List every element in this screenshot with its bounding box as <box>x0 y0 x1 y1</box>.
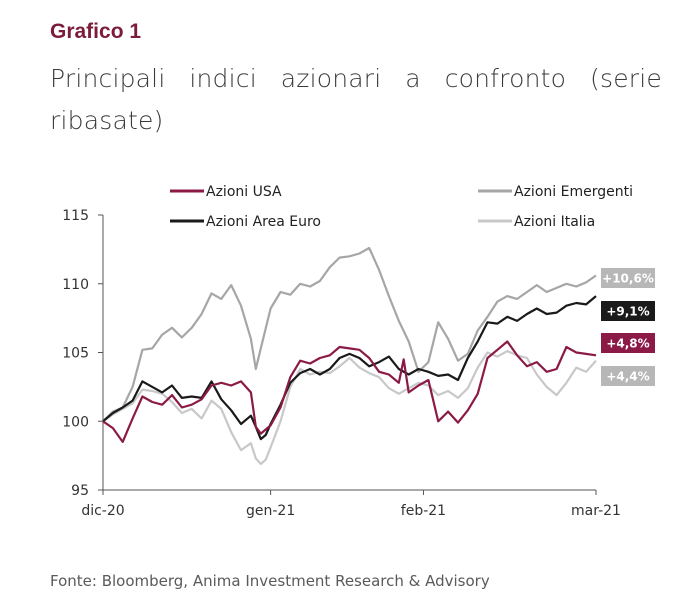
source-note: Fonte: Bloomberg, Anima Investment Resea… <box>50 572 490 590</box>
end-label: +10,6% <box>602 272 654 286</box>
legend-label: Azioni Emergenti <box>514 184 633 200</box>
x-tick-label: feb-21 <box>401 503 446 519</box>
end-label-box <box>601 333 655 353</box>
series-line <box>102 340 597 443</box>
chart-series <box>102 246 597 465</box>
chart-axes: 95 100 105 110 115 dic-20 gen-21 feb-21 mar-21 <box>62 208 621 519</box>
series-line <box>102 246 597 423</box>
x-tick-label: gen-21 <box>246 503 295 519</box>
end-label-box <box>601 268 655 288</box>
line-chart: 95 100 105 110 115 dic-20 gen-21 feb-21 mar-21 A… <box>62 184 655 519</box>
chart-legend: Azioni USA Azioni Emergenti Azioni Area Eu… <box>170 184 633 230</box>
figure-label: Grafico 1 <box>50 20 142 43</box>
end-label: +9,1% <box>606 305 649 319</box>
x-tick-label: dic-20 <box>81 503 124 519</box>
y-tick-label: 115 <box>62 208 89 224</box>
series-line <box>102 350 597 465</box>
y-tick-label: 95 <box>71 483 89 499</box>
legend-label: Azioni Area Euro <box>206 214 321 230</box>
series-line <box>102 295 597 441</box>
end-label-box <box>601 366 655 386</box>
end-label: +4,4% <box>606 370 649 384</box>
legend-label: Azioni USA <box>206 184 282 200</box>
end-label-box <box>601 301 655 321</box>
x-tick-label: mar-21 <box>571 503 621 519</box>
y-tick-label: 100 <box>62 414 89 430</box>
chart-end-labels: +4,8% +9,1% +10,6% +4,4% <box>601 268 655 386</box>
chart-title: Principali indici azionari a confronto (… <box>50 64 662 135</box>
end-label: +4,8% <box>606 337 649 351</box>
y-tick-label: 110 <box>62 277 89 293</box>
y-tick-label: 105 <box>62 346 89 362</box>
legend-label: Azioni Italia <box>514 214 595 230</box>
